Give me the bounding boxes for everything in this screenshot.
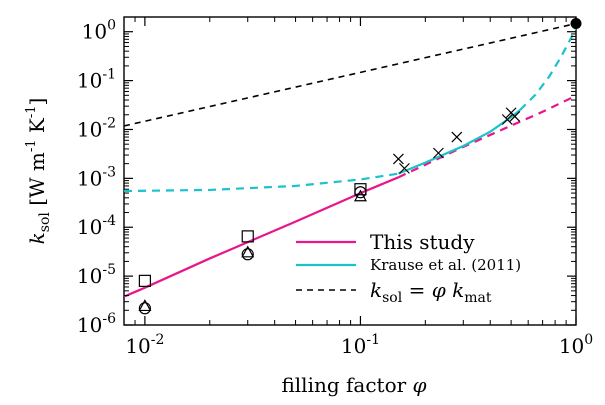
legend-label: This study (370, 230, 475, 254)
series-line-krause-et-al-2011 (397, 109, 521, 175)
y-tick-label: 10-1 (77, 67, 116, 93)
x-tick-label: 10-2 (125, 332, 164, 358)
series-line-segment-1 (397, 94, 576, 179)
y-tick-label: 100 (82, 18, 116, 44)
y-tick-label: 10-3 (77, 164, 116, 190)
cross-marker (399, 162, 410, 174)
cross-marker (392, 153, 404, 165)
cross-marker (451, 131, 463, 143)
legend: This study Krause et al. (2011) ksol = φ k… (296, 230, 521, 306)
triangle-marker (353, 189, 367, 202)
square-marker (138, 274, 151, 287)
triangle-marker (138, 299, 152, 312)
square-marker (354, 183, 367, 196)
markers-layer (138, 18, 582, 315)
plot-frame (123, 16, 577, 326)
plot-area (123, 16, 577, 326)
legend-label: ksol = φ kmat (370, 278, 492, 306)
cross-marker (501, 114, 513, 125)
cross-marker (432, 147, 444, 159)
circle-marker (241, 248, 254, 261)
x-tick-label: 10-1 (341, 332, 380, 358)
square-marker (241, 230, 254, 243)
y-axis-label: ksol [W m-1 K-1] (24, 98, 53, 245)
triangle-marker (241, 245, 255, 258)
y-tick-label: 10-6 (77, 311, 116, 337)
axis-labels: filling factor φ ksol [W m-1 K-1] (24, 98, 427, 397)
x-tick-label: 100 (559, 332, 593, 358)
series-line-segment-5 (124, 22, 576, 127)
cross-marker (509, 110, 521, 122)
series-line-segment-4 (519, 27, 576, 111)
circle-marker (354, 186, 367, 199)
legend-label: Krause et al. (2011) (370, 256, 521, 274)
ticks-layer: 10-2 10-1 100 10-6 10-5 10-4 10-3 10-2 10-1 100 (77, 16, 593, 358)
x-axis-label: filling factor φ (281, 373, 426, 397)
series-line-segment-3 (124, 172, 399, 193)
y-tick-label: 10-4 (77, 213, 116, 239)
y-tick-label: 10-5 (77, 262, 116, 288)
circle-marker (138, 302, 151, 315)
y-tick-label: 10-2 (77, 115, 116, 141)
